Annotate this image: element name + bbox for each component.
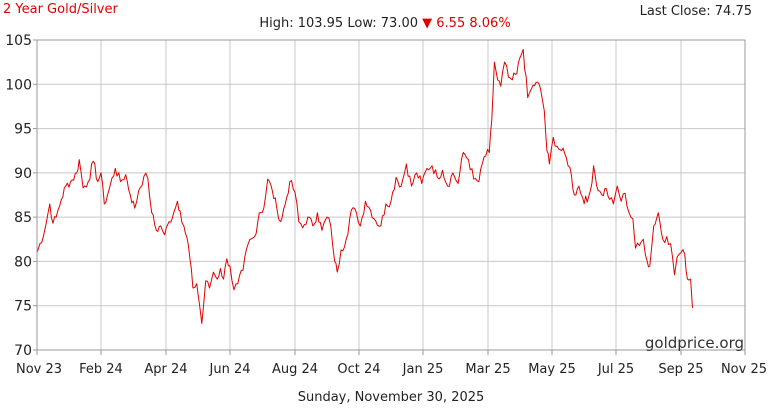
y-tick-label: 100 [5, 77, 32, 93]
series-line [36, 48, 693, 324]
grid [36, 39, 746, 351]
change-down-arrow-icon: ▼ [422, 16, 433, 31]
high-label: High: [259, 16, 294, 31]
y-tick-label: 95 [14, 122, 32, 138]
x-tick-label: Jun 24 [209, 362, 251, 377]
x-tick-label: Jan 25 [402, 362, 444, 377]
price-stats: High: 103.95 Low: 73.00 ▼ 6.55 8.06% [0, 16, 770, 31]
y-tick-label: 75 [14, 299, 32, 315]
change-value: 6.55 [436, 16, 466, 31]
y-tick-label: 70 [14, 343, 32, 359]
chart-title: 2 Year Gold/Silver [3, 2, 118, 17]
last-close-label: Last Close: [639, 4, 711, 19]
last-close: Last Close: 74.75 [640, 4, 752, 19]
footer-date: Sunday, November 30, 2025 [297, 390, 485, 405]
x-tick-label: Feb 24 [79, 362, 123, 377]
y-tick-label: 80 [14, 254, 32, 270]
change-percent: 8.06% [469, 16, 511, 31]
high-value: 103.95 [297, 16, 344, 31]
x-tick-label: Aug 24 [272, 362, 318, 377]
x-axis-ticks: Nov 23 Feb 24 Apr 24 Jun 24 Aug 24 Oct 24 Jan … [16, 350, 767, 377]
y-tick-label: 85 [14, 210, 32, 226]
x-tick-label: Mar 25 [465, 362, 510, 377]
x-tick-label: Apr 24 [144, 362, 187, 377]
x-tick-label: Nov 25 [721, 362, 767, 377]
x-tick-label: May 25 [528, 362, 576, 377]
y-tick-label: 105 [5, 33, 32, 49]
y-axis-ticks: 70 75 80 85 90 95 100 105 [5, 33, 37, 359]
x-tick-label: Nov 23 [16, 362, 62, 377]
low-label: Low: [347, 16, 377, 31]
x-tick-label: Sep 25 [658, 362, 703, 377]
y-tick-label: 90 [14, 166, 32, 182]
plot-frame [36, 39, 746, 351]
watermark: goldprice.org [645, 334, 744, 352]
x-tick-label: Oct 24 [337, 362, 380, 377]
last-close-value: 74.75 [714, 4, 752, 19]
low-value: 73.00 [380, 16, 418, 31]
x-tick-label: Jul 25 [597, 362, 634, 377]
